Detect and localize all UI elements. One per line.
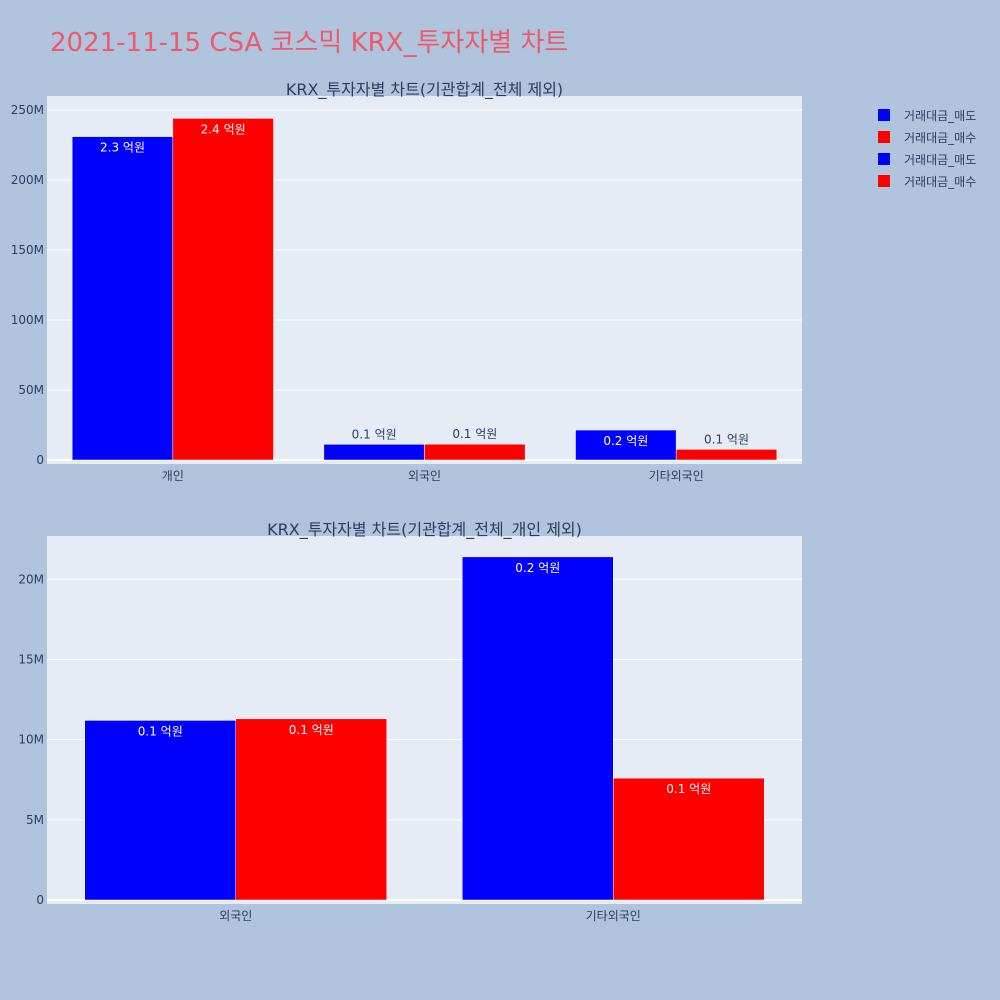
- legend-label: 거래대금_매수: [904, 174, 977, 189]
- chart-title: KRX_투자자별 차트(기관합계_전체_개인 제외): [267, 520, 582, 540]
- x-tick-label: 외국인: [408, 469, 441, 483]
- data-label: 2.3 억원: [100, 141, 145, 155]
- chart-title: KRX_투자자별 차트(기관합계_전체 제외): [286, 80, 563, 100]
- data-label: 0.1 억원: [138, 724, 183, 738]
- data-label: 0.1 억원: [352, 427, 397, 441]
- y-tick-label: 200M: [11, 173, 44, 187]
- data-label: 0.1 억원: [704, 432, 749, 446]
- legend-swatch-sell: [878, 153, 890, 165]
- y-tick-label: 50M: [18, 383, 44, 397]
- bar: [675, 449, 778, 461]
- legend-label: 거래대금_매도: [904, 108, 977, 123]
- bar: [323, 444, 425, 461]
- legend: 거래대금_매도 거래대금_매수 거래대금_매도 거래대금_매수: [872, 104, 976, 192]
- y-tick-label: 10M: [18, 733, 44, 747]
- page-title: 2021-11-15 CSA 코스믹 KRX_투자자별 차트: [50, 28, 569, 58]
- bar: [575, 429, 677, 461]
- bar: [71, 136, 174, 461]
- x-tick-label: 기타외국인: [649, 469, 704, 483]
- data-label: 0.2 억원: [515, 561, 560, 575]
- bar: [613, 777, 765, 901]
- bar: [462, 556, 614, 901]
- x-tick-label: 개인: [162, 469, 184, 483]
- legend-item[interactable]: 거래대금_매수: [872, 170, 976, 192]
- y-tick-label: 5M: [26, 813, 44, 827]
- data-label: 0.1 억원: [452, 427, 497, 441]
- y-tick-label: 15M: [18, 652, 44, 666]
- bar: [172, 118, 274, 461]
- bar: [84, 720, 236, 901]
- y-tick-label: 0: [36, 453, 44, 467]
- bar: [424, 443, 526, 461]
- x-tick-label: 기타외국인: [586, 909, 641, 923]
- legend-item[interactable]: 거래대금_매도: [872, 148, 976, 170]
- data-label: 0.2 억원: [603, 434, 648, 448]
- y-tick-label: 20M: [18, 572, 44, 586]
- bar: [235, 718, 387, 901]
- legend-swatch-buy: [878, 131, 890, 143]
- data-label: 2.4 억원: [201, 122, 246, 136]
- legend-swatch-sell: [878, 109, 890, 121]
- x-tick-label: 외국인: [219, 909, 252, 923]
- y-tick-label: 250M: [11, 103, 44, 117]
- data-label: 0.1 억원: [666, 782, 711, 796]
- y-tick-label: 0: [36, 893, 44, 907]
- y-tick-label: 100M: [11, 313, 44, 327]
- legend-item[interactable]: 거래대금_매도: [872, 104, 976, 126]
- legend-label: 거래대금_매수: [904, 130, 977, 145]
- data-label: 0.1 억원: [289, 723, 334, 737]
- legend-swatch-buy: [878, 175, 890, 187]
- legend-label: 거래대금_매도: [904, 152, 977, 167]
- legend-item[interactable]: 거래대금_매수: [872, 126, 976, 148]
- y-tick-label: 150M: [11, 243, 44, 257]
